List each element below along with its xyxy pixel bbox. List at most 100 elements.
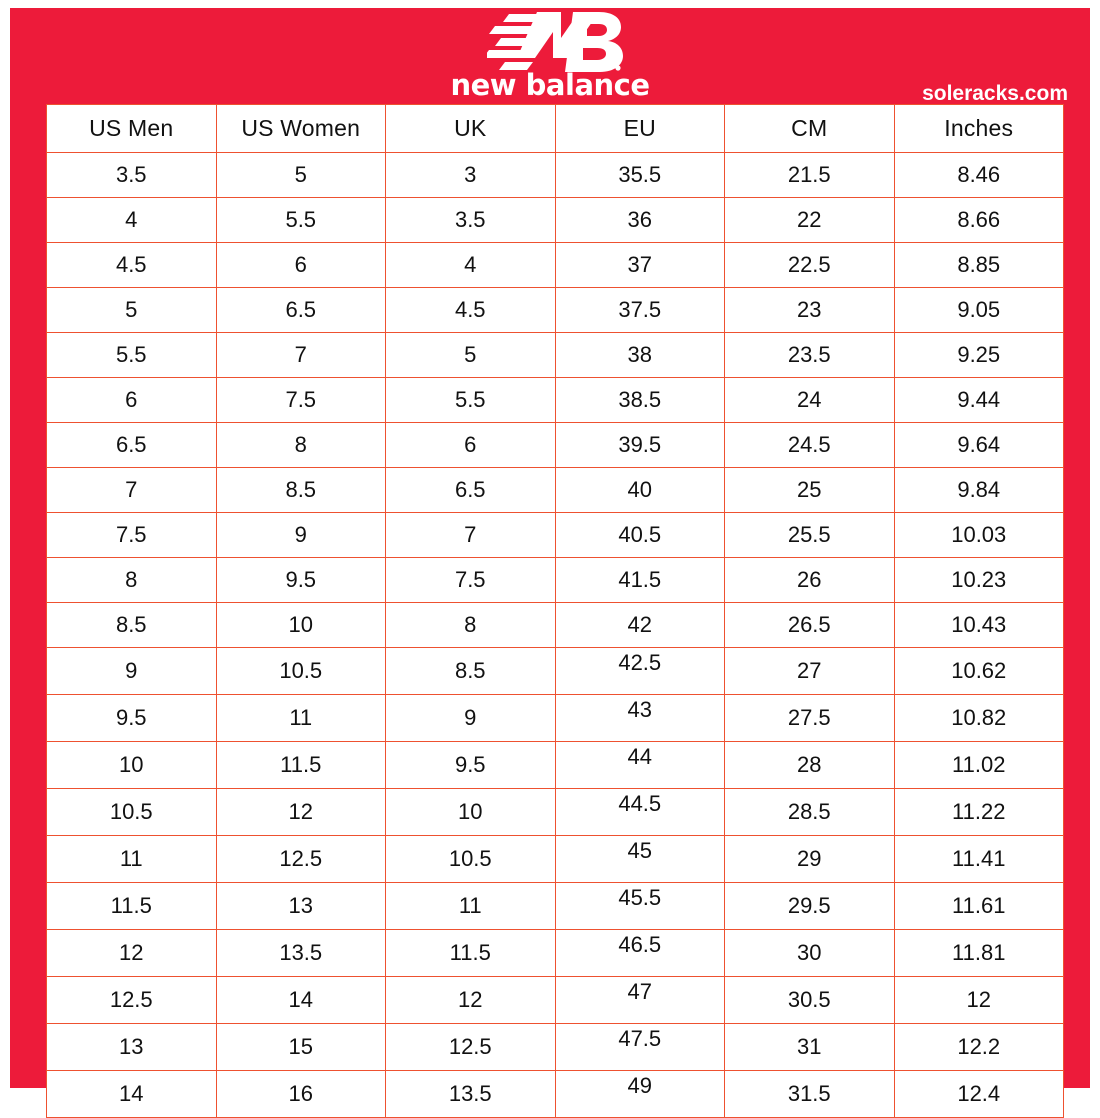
cell-inches: 11.22	[893, 788, 1064, 836]
cell-us-men: 11.5	[46, 882, 217, 930]
cell-us-women: 12	[215, 788, 386, 836]
table-row: 6 7.5 5.5 38.5 24 9.44	[46, 377, 1064, 423]
size-table-container: US Men US Women UK EU CM Inches 3.5 5 3 35.5 21.5…	[46, 104, 1064, 1118]
cell-us-women: 12.5	[215, 835, 386, 883]
cell-us-women: 10	[215, 602, 386, 648]
table-row: 12 13.5 11.5 46.5 30 11.81	[46, 929, 1064, 977]
table-row: 9.5 11 9 43 27.5 10.82	[46, 694, 1064, 742]
cell-inches: 12.2	[893, 1023, 1064, 1071]
cell-eu: 47	[554, 976, 725, 1024]
cell-us-men: 5.5	[46, 332, 217, 378]
brand-header: new balance soleracks.com	[10, 8, 1090, 105]
cell-us-men: 8	[46, 557, 217, 603]
cell-uk: 4.5	[385, 287, 556, 333]
cell-inches: 10.82	[893, 694, 1064, 742]
cell-inches: 9.25	[893, 332, 1064, 378]
cell-uk: 9.5	[385, 741, 556, 789]
cell-cm: 26.5	[724, 602, 895, 648]
cell-us-women: 16	[215, 1070, 386, 1118]
cell-us-men: 10	[46, 741, 217, 789]
cell-us-men: 8.5	[46, 602, 217, 648]
new-balance-nb-logo-icon	[487, 10, 627, 74]
cell-uk: 10.5	[385, 835, 556, 883]
cell-inches: 11.61	[893, 882, 1064, 930]
cell-us-men: 5	[46, 287, 217, 333]
cell-us-men: 12.5	[46, 976, 217, 1024]
table-row: 3.5 5 3 35.5 21.5 8.46	[46, 152, 1064, 198]
cell-cm: 26	[724, 557, 895, 603]
cell-us-men: 4	[46, 197, 217, 243]
site-credit-label: soleracks.com	[922, 82, 1068, 105]
cell-inches: 8.66	[893, 197, 1064, 243]
cell-us-women: 5	[215, 152, 386, 198]
cell-us-men: 9.5	[46, 694, 217, 742]
cell-us-women: 6	[215, 242, 386, 288]
cell-us-women: 11.5	[215, 741, 386, 789]
cell-cm: 30	[724, 929, 895, 977]
cell-inches: 9.84	[893, 467, 1064, 513]
table-row: 10.5 12 10 44.5 28.5 11.22	[46, 788, 1064, 836]
cell-uk: 6.5	[385, 467, 556, 513]
cell-inches: 10.23	[893, 557, 1064, 603]
cell-eu: 47.5	[554, 1023, 725, 1071]
cell-uk: 9	[385, 694, 556, 742]
cell-us-men: 6.5	[46, 422, 217, 468]
cell-cm: 21.5	[724, 152, 895, 198]
cell-cm: 22	[724, 197, 895, 243]
cell-us-women: 5.5	[215, 197, 386, 243]
cell-cm: 31	[724, 1023, 895, 1071]
cell-uk: 6	[385, 422, 556, 468]
table-header-row: US Men US Women UK EU CM Inches	[46, 104, 1064, 153]
cell-cm: 28.5	[724, 788, 895, 836]
cell-cm: 24.5	[724, 422, 895, 468]
cell-cm: 22.5	[724, 242, 895, 288]
cell-eu: 42.5	[554, 647, 725, 695]
cell-cm: 27	[724, 647, 895, 695]
cell-eu: 46.5	[554, 929, 725, 977]
cell-eu: 39.5	[554, 422, 725, 468]
cell-uk: 4	[385, 242, 556, 288]
size-chart-poster: new balance soleracks.com US Men US Women…	[10, 8, 1090, 1118]
cell-uk: 3	[385, 152, 556, 198]
table-row: 9 10.5 8.5 42.5 27 10.62	[46, 647, 1064, 695]
cell-cm: 23.5	[724, 332, 895, 378]
cell-eu: 44.5	[554, 788, 725, 836]
cell-eu: 40.5	[554, 512, 725, 558]
cell-us-women: 10.5	[215, 647, 386, 695]
table-row: 4.5 6 4 37 22.5 8.85	[46, 242, 1064, 288]
table-row: 4 5.5 3.5 36 22 8.66	[46, 197, 1064, 243]
cell-us-men: 7	[46, 467, 217, 513]
table-row: 8.5 10 8 42 26.5 10.43	[46, 602, 1064, 648]
cell-us-men: 3.5	[46, 152, 217, 198]
column-header-eu: EU	[554, 104, 725, 153]
cell-cm: 28	[724, 741, 895, 789]
cell-uk: 11	[385, 882, 556, 930]
cell-eu: 38	[554, 332, 725, 378]
cell-uk: 7.5	[385, 557, 556, 603]
cell-uk: 12.5	[385, 1023, 556, 1071]
cell-us-men: 14	[46, 1070, 217, 1118]
cell-inches: 9.05	[893, 287, 1064, 333]
cell-uk: 8.5	[385, 647, 556, 695]
cell-inches: 9.44	[893, 377, 1064, 423]
cell-eu: 37	[554, 242, 725, 288]
cell-inches: 10.62	[893, 647, 1064, 695]
cell-inches: 11.81	[893, 929, 1064, 977]
cell-eu: 41.5	[554, 557, 725, 603]
cell-us-women: 7.5	[215, 377, 386, 423]
cell-eu: 42	[554, 602, 725, 648]
shoe-size-conversion-table: US Men US Women UK EU CM Inches 3.5 5 3 35.5 21.5…	[46, 104, 1064, 1118]
cell-cm: 23	[724, 287, 895, 333]
cell-inches: 10.03	[893, 512, 1064, 558]
cell-cm: 29	[724, 835, 895, 883]
cell-eu: 45.5	[554, 882, 725, 930]
cell-eu: 38.5	[554, 377, 725, 423]
cell-us-women: 13.5	[215, 929, 386, 977]
cell-cm: 30.5	[724, 976, 895, 1024]
cell-uk: 5	[385, 332, 556, 378]
cell-us-women: 15	[215, 1023, 386, 1071]
column-header-us-women: US Women	[215, 104, 386, 153]
cell-us-women: 8	[215, 422, 386, 468]
cell-inches: 11.41	[893, 835, 1064, 883]
cell-uk: 10	[385, 788, 556, 836]
